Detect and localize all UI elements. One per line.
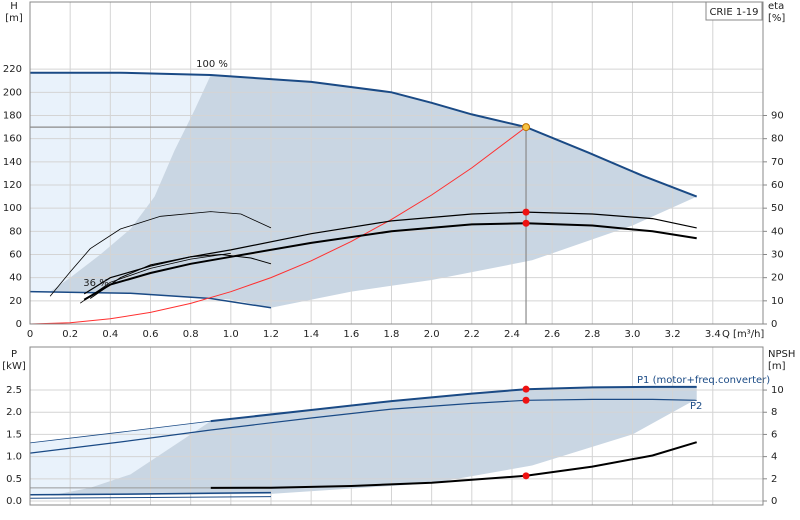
curve xyxy=(29,496,272,499)
curve xyxy=(210,441,697,489)
x-tick-label: 3.2 xyxy=(665,329,681,340)
series-label: P1 (motor+freq.converter) xyxy=(637,375,770,386)
curve xyxy=(29,420,211,444)
x-tick-label: 1.6 xyxy=(343,329,359,340)
x-tick-label: 1.0 xyxy=(223,329,239,340)
y2-tick-label: 30 xyxy=(771,250,784,261)
x-tick-label: 3.0 xyxy=(625,329,641,340)
x-tick-label: 1.4 xyxy=(303,329,319,340)
plot-frame xyxy=(29,1,764,325)
curve xyxy=(210,385,697,423)
x-tick-label: 0.8 xyxy=(183,329,199,340)
y-axis-unit: [kW] xyxy=(2,361,26,372)
x-tick-label: 1.8 xyxy=(384,329,400,340)
x-tick-label: 2.8 xyxy=(584,329,600,340)
y-tick-label: 180 xyxy=(3,111,22,122)
y-tick-label: 220 xyxy=(3,64,22,75)
curve xyxy=(49,211,272,297)
y-tick-label: 2.5 xyxy=(6,385,22,396)
curve xyxy=(29,290,272,309)
y2-tick-label: 70 xyxy=(771,157,784,168)
duty-point xyxy=(522,396,530,404)
y2-tick-label: 60 xyxy=(771,180,784,191)
operating-region xyxy=(30,421,211,496)
y2-tick-label: 20 xyxy=(771,273,784,284)
y2-axis-unit: [%] xyxy=(768,13,785,24)
y-axis-label: P xyxy=(11,349,17,360)
x-tick-label: 2.6 xyxy=(544,329,560,340)
y-tick-label: 0.5 xyxy=(6,474,22,485)
duty-point xyxy=(522,385,530,393)
y-tick-label: 120 xyxy=(3,180,22,191)
plot-frame xyxy=(29,346,764,506)
y-tick-label: 0.0 xyxy=(6,496,22,507)
operating-region xyxy=(50,386,697,496)
y-tick-label: 100 xyxy=(3,203,22,214)
y2-tick-label: 10 xyxy=(771,296,784,307)
duty-point xyxy=(522,472,530,480)
y-tick-label: 60 xyxy=(9,250,22,261)
curve xyxy=(79,252,231,304)
y2-axis-unit: [m] xyxy=(768,361,786,372)
y-tick-label: 40 xyxy=(9,273,22,284)
curve xyxy=(29,491,272,496)
duty-point xyxy=(522,219,530,227)
curve xyxy=(29,126,527,325)
x-tick-label: 2.2 xyxy=(464,329,480,340)
x-tick-label: 0 xyxy=(27,329,33,340)
y-axis-unit: [m] xyxy=(5,13,23,24)
y2-tick-label: 0 xyxy=(771,496,777,507)
x-tick-label: 0.4 xyxy=(102,329,118,340)
y2-tick-label: 6 xyxy=(771,429,777,440)
y-tick-label: 20 xyxy=(9,296,22,307)
x-tick-label: 0.2 xyxy=(62,329,78,340)
y-tick-label: 1.0 xyxy=(6,452,22,463)
series-label: P2 xyxy=(690,401,702,412)
y-axis-label: H xyxy=(10,1,18,12)
x-axis-label: Q [m³/h] xyxy=(722,329,764,340)
curve xyxy=(29,398,697,454)
y-tick-label: 2.0 xyxy=(6,407,22,418)
annotation: 100 % xyxy=(196,59,228,70)
y-tick-label: 160 xyxy=(3,134,22,145)
y2-tick-label: 90 xyxy=(771,111,784,122)
y2-axis-label: NPSH xyxy=(768,349,795,360)
y-tick-label: 200 xyxy=(3,87,22,98)
x-tick-label: 1.2 xyxy=(263,329,279,340)
y-tick-label: 0 xyxy=(16,319,22,330)
y2-axis-label: eta xyxy=(768,1,784,12)
y-tick-label: 80 xyxy=(9,226,22,237)
y2-tick-label: 50 xyxy=(771,203,784,214)
x-tick-label: 2.4 xyxy=(504,329,520,340)
operating-region xyxy=(50,74,697,308)
y2-tick-label: 8 xyxy=(771,407,777,418)
curve xyxy=(30,71,698,198)
curve xyxy=(83,222,697,301)
y-tick-label: 1.5 xyxy=(6,429,22,440)
y2-tick-label: 10 xyxy=(771,385,784,396)
annotation: 36 % xyxy=(83,278,108,289)
curve xyxy=(89,253,272,299)
y-tick-label: 140 xyxy=(3,157,22,168)
y2-tick-label: 40 xyxy=(771,226,784,237)
duty-point xyxy=(522,208,530,216)
x-tick-label: 0.6 xyxy=(143,329,159,340)
chart-title: CRIE 1-19 xyxy=(709,7,758,18)
x-tick-label: 2.0 xyxy=(424,329,440,340)
y2-tick-label: 0 xyxy=(771,319,777,330)
y2-tick-label: 4 xyxy=(771,452,777,463)
duty-point xyxy=(522,123,531,132)
y2-tick-label: 2 xyxy=(771,474,777,485)
x-tick-label: 3.4 xyxy=(705,329,721,340)
title-box xyxy=(705,1,763,21)
y2-tick-label: 80 xyxy=(771,134,784,145)
